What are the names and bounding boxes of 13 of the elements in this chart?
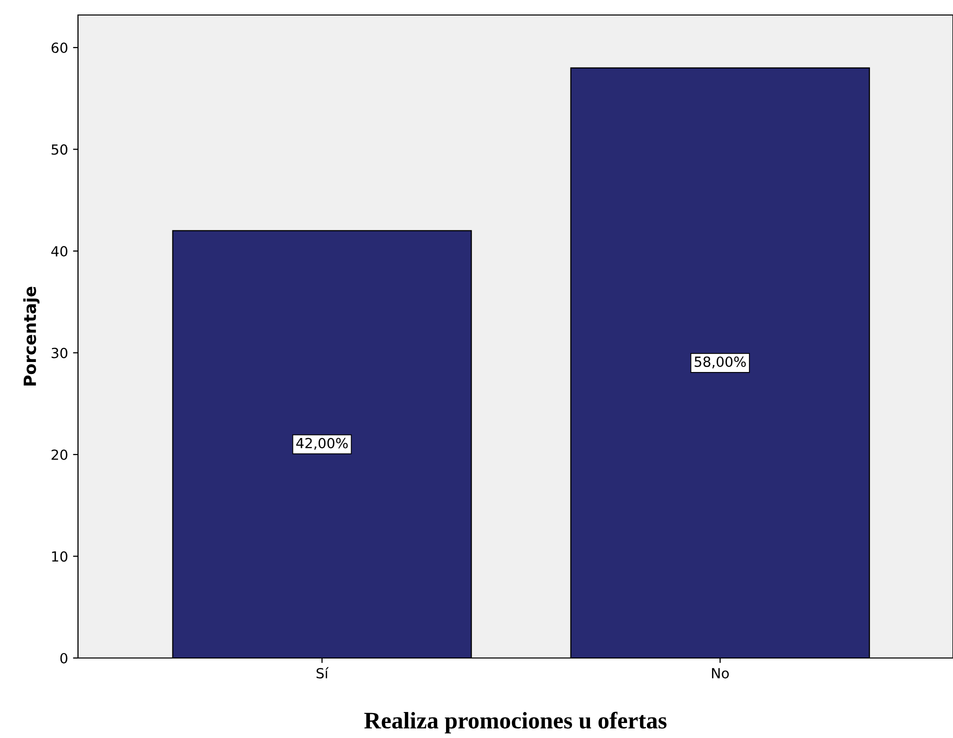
y-tick-label: 0 — [60, 652, 68, 664]
y-tick-label: 60 — [52, 42, 68, 54]
y-tick-label: 40 — [51, 246, 68, 257]
x-tick-label: Sí — [316, 667, 329, 678]
x-axis-title: Realiza promociones u ofertas — [364, 712, 667, 734]
y-tick-label: 50 — [52, 144, 68, 155]
y-tick-label: 20 — [52, 449, 68, 460]
x-tick-label: No — [712, 668, 729, 678]
y-axis-title: Porcentaje — [23, 286, 40, 386]
data-label: 58,00% — [694, 356, 746, 368]
y-tick-label: 30 — [52, 348, 68, 358]
data-label: 42,00% — [296, 438, 348, 450]
y-tick-label: 10 — [52, 551, 68, 562]
